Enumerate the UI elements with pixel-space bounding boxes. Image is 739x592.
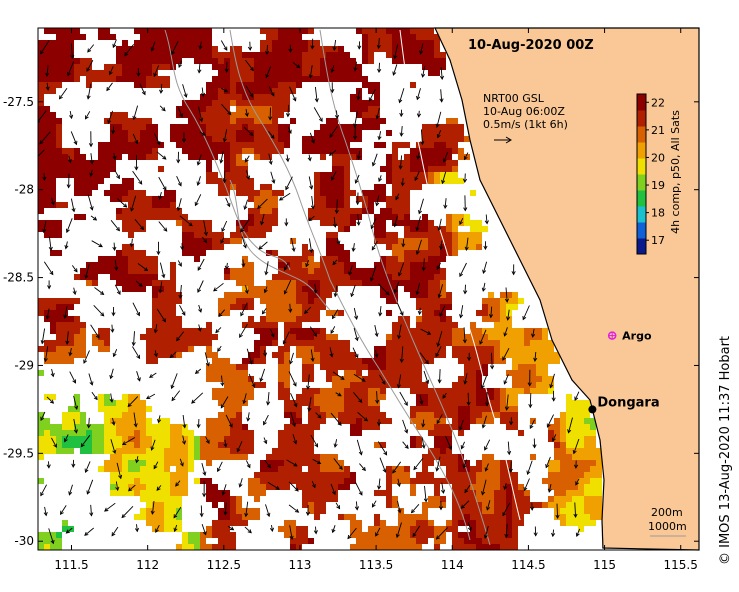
- colorbar-frame: [636, 93, 647, 255]
- axes: 111.5 112 112.5 113 113.5 114 114.5 115 115.5 -27…: [3, 28, 699, 572]
- colorbar-swatch: [637, 222, 646, 239]
- isobath-label-1000m: 1000m: [648, 520, 687, 533]
- colorbar-tick-label: 18: [651, 207, 665, 220]
- current-vectors: [38, 37, 581, 545]
- colorbar-tick-label: 20: [651, 151, 665, 164]
- lat-tick-label: -28: [14, 183, 34, 197]
- colorbar-tick-label: 22: [651, 96, 665, 109]
- places: Dongara Argo: [588, 330, 660, 414]
- lat-tick-label: -30: [14, 534, 34, 548]
- colorbar-swatch: [637, 110, 646, 127]
- coastline-land: [434, 27, 700, 551]
- colorbar-swatch: [637, 126, 646, 143]
- colorbar-label: 4h comp, p50, All Sats: [669, 110, 682, 234]
- colorbar-swatch: [637, 238, 646, 255]
- dongara-label: Dongara: [597, 395, 659, 410]
- current-legend-time: 10-Aug 06:00Z: [483, 105, 565, 118]
- current-legend-source: NRT00 GSL: [483, 92, 545, 105]
- colorbar-tick-label: 19: [651, 179, 665, 192]
- current-legend-arrowhead: [505, 136, 512, 144]
- colorbar-swatch: [637, 158, 646, 175]
- colorbar-swatch: [637, 174, 646, 191]
- lat-tick-label: -27.5: [3, 95, 34, 109]
- sst-pixels: [38, 28, 602, 550]
- lat-tick-label: -29.5: [3, 446, 34, 460]
- lon-tick-label: 112: [136, 558, 159, 572]
- isobath-label-200m: 200m: [651, 506, 683, 519]
- dongara-marker: [588, 405, 597, 414]
- colorbar-swatch: [637, 206, 646, 223]
- lat-tick-label: -29: [14, 358, 34, 372]
- credit-text: © IMOS 13-Aug-2020 11:37 Hobart: [718, 336, 733, 565]
- colorbar-swatch: [637, 190, 646, 207]
- colorbar-swatch: [637, 142, 646, 159]
- lat-tick-label: -28.5: [3, 271, 34, 285]
- map-title: 10-Aug-2020 00Z: [468, 38, 594, 53]
- colorbar-tick-label: 17: [651, 234, 665, 247]
- lon-tick-label: 115: [593, 558, 616, 572]
- lon-tick-label: 114.5: [511, 558, 545, 572]
- argo-label: Argo: [622, 330, 652, 343]
- current-legend: NRT00 GSL 10-Aug 06:00Z 0.5m/s (1kt 6h): [483, 92, 568, 144]
- lon-tick-label: 114: [441, 558, 464, 572]
- current-legend-scale: 0.5m/s (1kt 6h): [483, 118, 568, 131]
- lon-tick-label: 113: [289, 558, 312, 572]
- plot-frame: [37, 27, 700, 551]
- lon-tick-label: 111.5: [54, 558, 88, 572]
- colorbar-swatch: [637, 94, 646, 111]
- lon-tick-label: 115.5: [664, 558, 698, 572]
- lon-tick-label: 112.5: [207, 558, 241, 572]
- isobath-legend: 200m 1000m: [648, 506, 687, 537]
- lon-tick-label: 113.5: [359, 558, 393, 572]
- colorbar-tick-label: 21: [651, 124, 665, 137]
- colorbar: 17 18 19 20 21 22: [636, 93, 665, 255]
